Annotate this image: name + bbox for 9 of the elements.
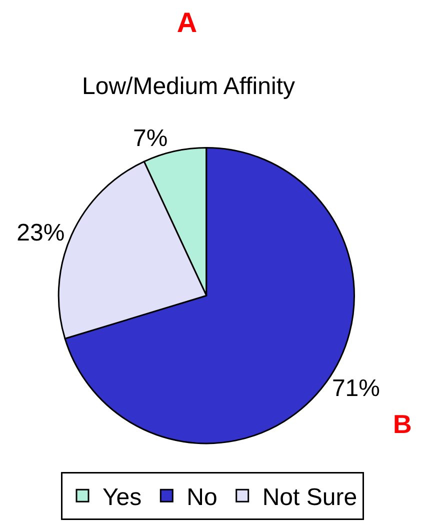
legend-label: Not Sure bbox=[262, 484, 358, 511]
legend-label: Yes bbox=[102, 484, 142, 511]
data-label: 23% bbox=[16, 220, 65, 247]
data-label: 7% bbox=[133, 124, 168, 152]
chart-subtitle: Low/Medium Affinity bbox=[82, 73, 295, 100]
text: B bbox=[393, 409, 412, 439]
legend-label: No bbox=[186, 484, 218, 511]
data-label: 71% bbox=[332, 374, 380, 402]
chart-title: A bbox=[176, 6, 198, 38]
